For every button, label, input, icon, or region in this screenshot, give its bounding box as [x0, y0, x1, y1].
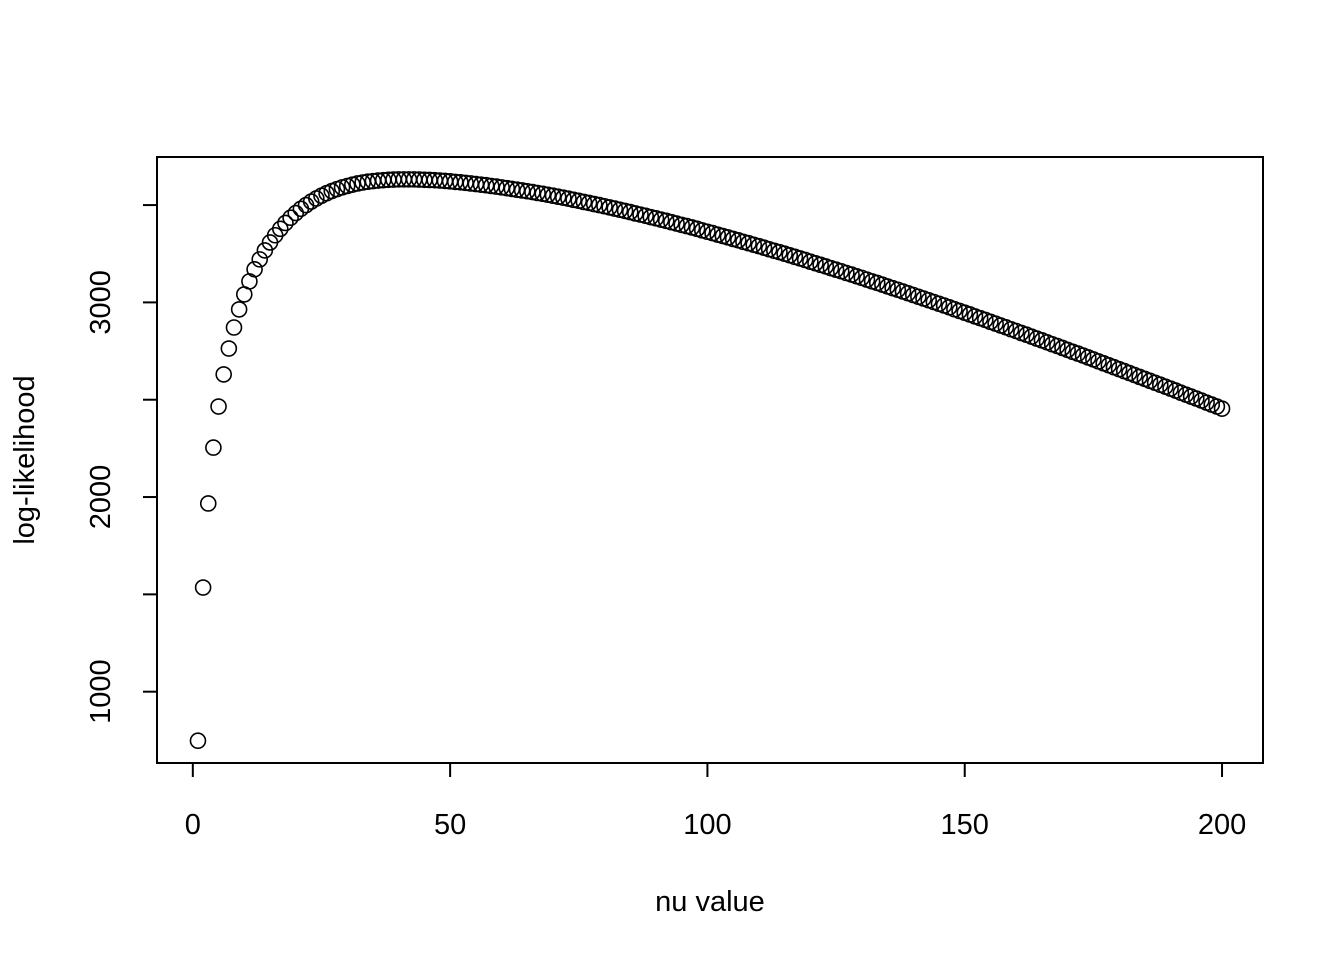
point [575, 193, 593, 211]
point [565, 191, 582, 209]
point [549, 188, 567, 206]
point [724, 230, 742, 248]
point [539, 186, 557, 204]
point [709, 226, 727, 243]
point [338, 177, 356, 195]
point [194, 579, 212, 596]
point [230, 301, 248, 318]
point [544, 187, 562, 205]
x-tick-label: 100 [683, 809, 731, 841]
point [199, 495, 217, 512]
point [745, 236, 763, 254]
point [693, 222, 711, 239]
y-tick-label: 2000 [85, 465, 117, 530]
point [714, 227, 732, 245]
point [683, 219, 701, 236]
x-axis-label: nu value [655, 886, 765, 918]
point [189, 732, 207, 750]
point [333, 179, 351, 196]
point [555, 189, 572, 206]
point [282, 209, 299, 227]
point [766, 242, 783, 260]
point [220, 340, 238, 357]
point [251, 251, 269, 268]
y-tick-label: 1000 [85, 659, 117, 724]
point [246, 261, 263, 278]
point [513, 182, 531, 199]
point [256, 242, 274, 259]
point [272, 220, 289, 238]
x-tick-label: 200 [1198, 809, 1246, 841]
point [1213, 400, 1231, 417]
point [215, 366, 232, 383]
point [735, 233, 752, 251]
x-tick-label: 0 [185, 809, 201, 841]
point [287, 204, 305, 222]
point [205, 439, 222, 456]
point [519, 182, 536, 200]
point [529, 184, 546, 202]
point [524, 183, 541, 201]
y-axis-label: log-likelihood [9, 375, 41, 544]
y-tick-label: 3000 [85, 270, 117, 335]
point [210, 398, 227, 415]
x-tick-label: 150 [941, 809, 989, 841]
x-tick-label: 50 [434, 809, 466, 841]
point [668, 215, 685, 232]
point [699, 223, 716, 241]
point [277, 214, 294, 232]
point [663, 213, 680, 231]
point [292, 200, 310, 218]
point [225, 319, 243, 336]
point [534, 185, 552, 203]
plot-frame [156, 156, 1264, 764]
point [585, 195, 603, 213]
point [297, 196, 315, 214]
